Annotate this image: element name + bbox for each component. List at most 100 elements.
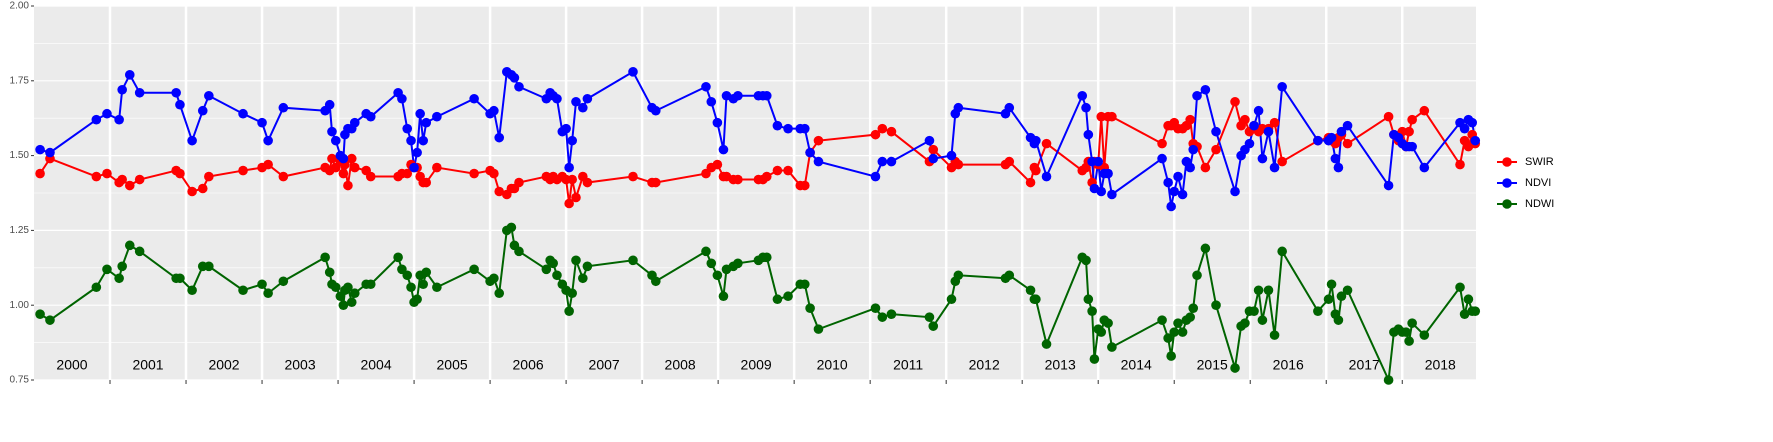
data-point — [1200, 162, 1211, 173]
data-point — [1157, 153, 1167, 164]
data-point — [564, 162, 574, 173]
data-point — [489, 105, 499, 116]
data-point — [432, 282, 442, 293]
data-point — [1004, 270, 1015, 281]
data-point — [175, 99, 185, 110]
data-point — [365, 171, 376, 182]
year-label: 2011 — [893, 357, 923, 373]
data-point — [799, 180, 810, 191]
data-point — [1096, 327, 1107, 337]
data-point — [578, 273, 588, 284]
data-point — [1173, 318, 1183, 328]
data-point — [204, 90, 214, 101]
data-point — [1200, 243, 1211, 254]
data-point — [1244, 138, 1255, 149]
data-point — [1185, 162, 1195, 173]
data-point — [1103, 318, 1113, 328]
data-point — [320, 252, 330, 263]
data-point — [365, 279, 376, 290]
data-point — [706, 258, 717, 269]
data-point — [1163, 333, 1173, 343]
data-point — [278, 276, 289, 287]
data-point — [406, 135, 416, 146]
data-point — [628, 67, 638, 77]
data-point — [1419, 162, 1430, 173]
data-point — [877, 156, 888, 167]
data-point — [327, 126, 337, 137]
year-label: 2008 — [665, 357, 696, 373]
year-label: 2015 — [1197, 357, 1228, 373]
data-point — [114, 273, 124, 284]
year-label: 2006 — [513, 357, 544, 373]
data-point — [1103, 168, 1113, 179]
data-point — [733, 258, 743, 269]
data-point — [877, 123, 888, 134]
year-label: 2009 — [741, 357, 772, 373]
year-label: 2010 — [817, 357, 848, 373]
data-point — [402, 270, 413, 281]
data-point — [1188, 303, 1199, 313]
data-point — [877, 312, 888, 322]
data-point — [1277, 246, 1287, 257]
data-point — [718, 291, 729, 302]
data-point — [886, 156, 897, 167]
data-point — [928, 153, 939, 164]
data-point — [1230, 96, 1240, 107]
data-point — [1041, 339, 1052, 349]
data-point — [1025, 285, 1036, 296]
data-point — [1383, 111, 1394, 122]
data-point — [1330, 153, 1341, 164]
data-point — [1107, 189, 1117, 200]
data-point — [1192, 90, 1202, 101]
data-point — [175, 273, 185, 284]
data-point — [343, 282, 353, 293]
data-point — [406, 282, 416, 293]
data-point — [1200, 84, 1211, 95]
data-point — [946, 150, 957, 161]
data-point — [924, 135, 935, 146]
data-point — [1087, 306, 1097, 316]
data-point — [567, 174, 577, 185]
data-point — [506, 222, 517, 233]
year-label: 2004 — [360, 357, 391, 373]
data-point — [421, 267, 432, 278]
data-point — [238, 108, 248, 119]
data-point — [469, 168, 479, 179]
data-point — [1211, 126, 1221, 137]
data-point — [870, 171, 881, 182]
data-point — [1257, 315, 1268, 325]
data-point — [397, 93, 407, 104]
data-point — [706, 96, 717, 107]
data-point — [124, 70, 135, 80]
data-point — [1031, 135, 1041, 146]
data-point — [1025, 177, 1036, 188]
data-point — [946, 294, 957, 305]
data-point — [1467, 117, 1477, 128]
data-point — [1249, 306, 1259, 316]
data-point — [1383, 180, 1394, 191]
data-point — [582, 261, 593, 272]
data-point — [45, 315, 55, 325]
data-point — [349, 117, 360, 128]
data-point — [1342, 285, 1353, 296]
data-point — [197, 183, 208, 194]
data-point — [238, 165, 248, 176]
data-point — [1277, 81, 1287, 92]
data-point — [701, 246, 711, 257]
y-tick-label: 1.25 — [10, 225, 30, 236]
data-point — [45, 147, 55, 158]
data-point — [1188, 144, 1199, 155]
y-tick-label: 1.00 — [10, 300, 30, 311]
data-point — [1169, 186, 1180, 197]
year-label: 2016 — [1273, 357, 1304, 373]
data-point — [1230, 363, 1240, 373]
data-point — [783, 165, 793, 176]
data-point — [421, 117, 432, 128]
data-point — [582, 177, 593, 188]
data-point — [365, 111, 376, 122]
data-point — [783, 123, 793, 134]
data-point — [1249, 120, 1259, 131]
data-point — [805, 147, 815, 158]
data-point — [494, 186, 505, 197]
data-point — [263, 135, 273, 146]
